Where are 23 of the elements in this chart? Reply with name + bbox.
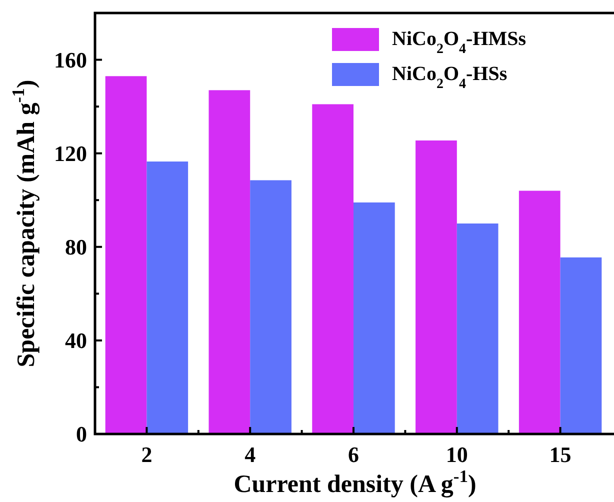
bar (456, 224, 498, 434)
bar (560, 257, 602, 434)
legend-label: NiCo$_{2}$O$_{4}$-HMSs (392, 28, 526, 56)
x-tick-label: 15 (549, 442, 572, 467)
bar (208, 90, 250, 434)
y-tick-label: 0 (76, 422, 87, 447)
legend-label: NiCo$_{2}$O$_{4}$-HSs (392, 63, 508, 92)
x-tick-label: 2 (141, 442, 152, 467)
y-tick-label: 40 (65, 328, 87, 354)
bar (250, 180, 292, 434)
y-tick-label: 160 (54, 47, 87, 72)
bar (312, 104, 354, 434)
y-tick-label: 120 (54, 141, 87, 166)
x-tick-label: 10 (446, 442, 468, 467)
x-tick-label: 6 (348, 442, 359, 467)
bar (354, 202, 395, 434)
bar (105, 76, 147, 434)
bar (416, 140, 457, 434)
x-axis-title: Current density (A g$^{-1}$) (234, 466, 476, 498)
bar (146, 162, 188, 434)
x-tick-label: 4 (244, 442, 256, 467)
y-tick-label: 80 (65, 234, 87, 260)
bar (518, 190, 560, 434)
